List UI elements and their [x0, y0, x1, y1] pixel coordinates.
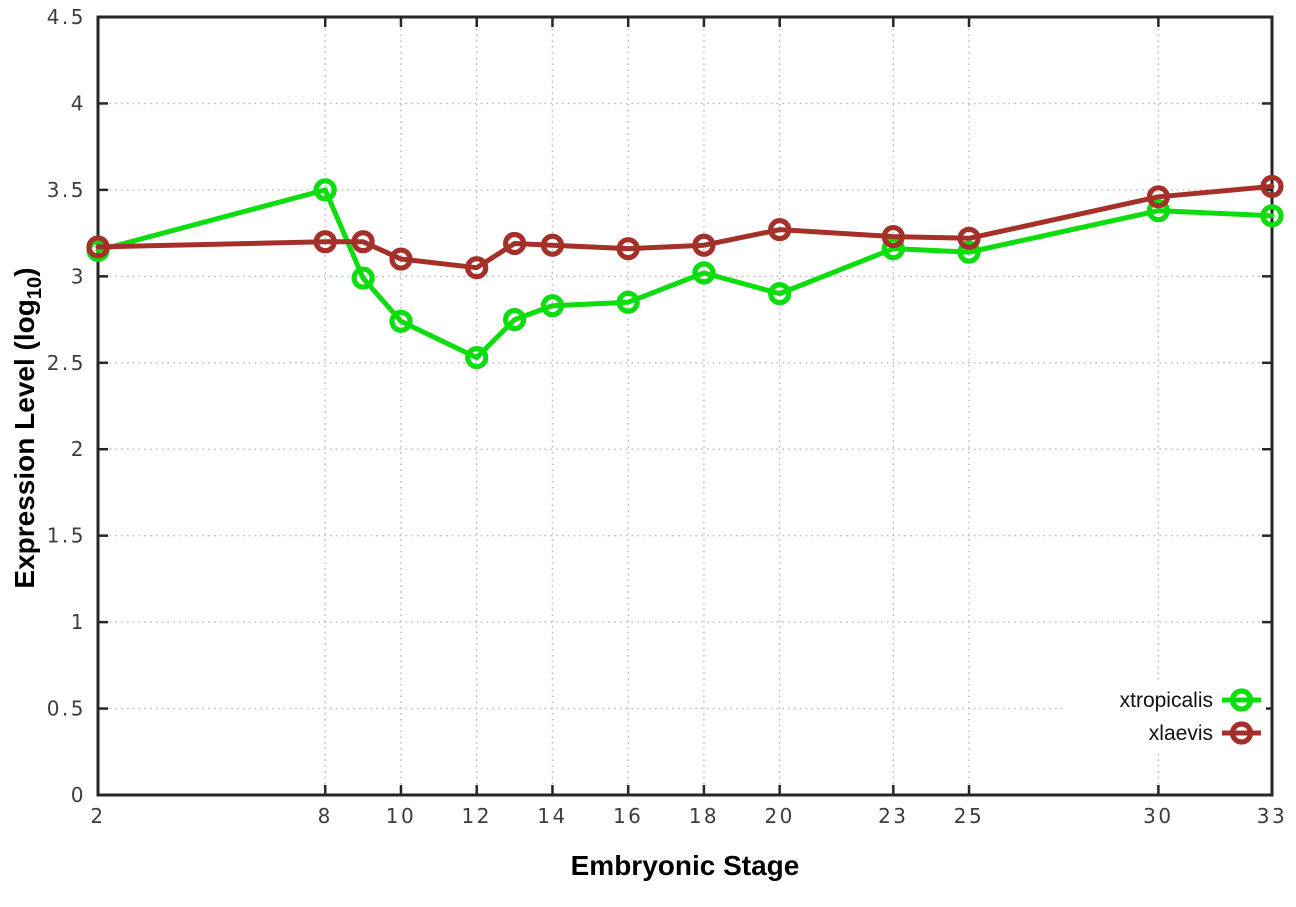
data-point-xtropicalis — [881, 237, 905, 261]
data-point-xtropicalis — [540, 294, 565, 318]
data-point-xtropicalis — [313, 178, 337, 202]
x-tick-label: 20 — [764, 804, 794, 828]
data-point-xlaevis — [86, 235, 110, 259]
data-point-xlaevis — [313, 230, 337, 254]
data-point-xlaevis — [502, 231, 527, 256]
x-tick-label: 2 — [90, 804, 105, 828]
data-point-xtropicalis — [692, 261, 716, 285]
series-line-xlaevis — [95, 183, 1275, 271]
y-tick-label: 0 — [71, 783, 86, 807]
x-tick-label: 10 — [386, 804, 416, 828]
data-point-xlaevis — [957, 226, 981, 250]
data-point-xtropicalis — [351, 266, 375, 290]
x-tick-label: 23 — [878, 804, 908, 828]
data-point-xlaevis — [692, 233, 716, 257]
x-tick-label: 25 — [954, 804, 984, 828]
data-point-xlaevis — [465, 256, 489, 280]
x-tick-label: 8 — [318, 804, 333, 828]
y-tick-label: 0.5 — [47, 697, 86, 721]
y-tick-label: 2.5 — [47, 351, 86, 375]
y-tick-label: 4.5 — [47, 5, 86, 29]
data-point-xlaevis — [1146, 185, 1170, 209]
y-axis-title-text: Expression Level (log — [9, 299, 41, 589]
data-point-xtropicalis — [389, 309, 413, 333]
data-point-xlaevis — [540, 233, 565, 257]
x-axis-title: Embryonic Stage — [570, 850, 800, 881]
data-point-xlaevis — [768, 218, 792, 242]
data-point-xlaevis — [881, 224, 905, 249]
legend-sample-marker-xlaevis — [1229, 721, 1254, 745]
y-tick-label: 4 — [71, 91, 86, 115]
x-tick-label: 16 — [613, 804, 643, 828]
x-tick-label: 18 — [689, 804, 719, 828]
data-point-xlaevis — [616, 237, 640, 261]
data-point-xtropicalis — [616, 290, 640, 314]
plot-border — [96, 15, 1274, 797]
data-point-xlaevis — [389, 247, 413, 271]
data-point-xtropicalis — [1146, 199, 1170, 223]
y-tick-label: 1.5 — [47, 524, 86, 548]
y-axis-title: Expression Level (log10) — [9, 267, 47, 588]
legend-label-xtropicalis: xtropicalis — [1120, 689, 1213, 712]
data-point-xlaevis — [1260, 174, 1284, 199]
data-point-xtropicalis — [465, 345, 489, 370]
legend-sample-marker-xtropicalis — [1229, 688, 1254, 712]
series-line-xtropicalis — [95, 187, 1275, 361]
data-point-xtropicalis — [957, 240, 981, 264]
legend-label-xlaevis: xlaevis — [1149, 722, 1213, 745]
data-point-xlaevis — [351, 230, 375, 254]
y-axis-title-subscript: 10 — [23, 276, 46, 300]
x-tick-label: 14 — [537, 804, 567, 828]
x-tick-label: 33 — [1257, 804, 1287, 828]
x-tick-label: 30 — [1143, 804, 1173, 828]
y-tick-label: 3.5 — [47, 178, 86, 202]
y-tick-label: 2 — [71, 437, 86, 461]
x-tick-label: 12 — [461, 804, 491, 828]
y-tick-label: 1 — [71, 610, 86, 634]
y-axis-title-close: ) — [9, 267, 41, 277]
y-tick-label: 3 — [71, 264, 86, 288]
data-point-xtropicalis — [1260, 204, 1284, 228]
data-point-xtropicalis — [768, 282, 792, 306]
data-point-xtropicalis — [502, 307, 527, 332]
